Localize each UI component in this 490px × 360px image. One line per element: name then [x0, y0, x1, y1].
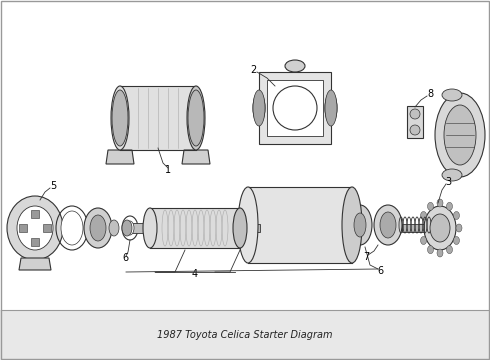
Bar: [31, 210, 39, 218]
Ellipse shape: [342, 187, 362, 263]
Ellipse shape: [437, 249, 443, 257]
Text: 3: 3: [445, 177, 451, 187]
Ellipse shape: [253, 93, 265, 123]
Ellipse shape: [325, 90, 337, 126]
Bar: [248, 187, 352, 263]
Ellipse shape: [238, 187, 258, 263]
Ellipse shape: [444, 105, 476, 165]
Ellipse shape: [189, 100, 203, 136]
Ellipse shape: [122, 220, 132, 236]
Bar: [259, 72, 331, 144]
Ellipse shape: [113, 100, 127, 136]
Polygon shape: [106, 150, 134, 164]
Text: 5: 5: [50, 181, 56, 191]
Ellipse shape: [453, 237, 460, 244]
Ellipse shape: [430, 214, 450, 242]
Ellipse shape: [143, 208, 157, 248]
Ellipse shape: [446, 246, 452, 254]
Ellipse shape: [453, 212, 460, 220]
Text: 6: 6: [122, 253, 128, 263]
Text: 2: 2: [250, 65, 256, 75]
Ellipse shape: [112, 90, 128, 146]
Polygon shape: [182, 150, 210, 164]
Ellipse shape: [187, 86, 205, 150]
Ellipse shape: [420, 212, 427, 220]
Text: 1: 1: [165, 165, 171, 175]
Ellipse shape: [273, 86, 317, 130]
Ellipse shape: [17, 206, 53, 250]
Ellipse shape: [374, 205, 402, 245]
Ellipse shape: [61, 211, 83, 245]
Ellipse shape: [427, 246, 434, 254]
Ellipse shape: [84, 208, 112, 248]
Text: 6: 6: [377, 266, 383, 276]
Ellipse shape: [431, 221, 439, 229]
Ellipse shape: [188, 90, 204, 146]
Ellipse shape: [442, 89, 462, 101]
Bar: [19, 224, 27, 232]
Bar: [123, 223, 153, 233]
Ellipse shape: [424, 206, 456, 250]
Ellipse shape: [410, 109, 420, 119]
Ellipse shape: [427, 202, 434, 210]
Text: 7: 7: [363, 252, 369, 262]
Bar: [0, 310, 490, 360]
Bar: [407, 106, 423, 138]
Text: 1987 Toyota Celica Starter Diagram: 1987 Toyota Celica Starter Diagram: [157, 330, 333, 340]
Ellipse shape: [435, 93, 485, 177]
Ellipse shape: [253, 90, 265, 126]
Ellipse shape: [111, 86, 129, 150]
Ellipse shape: [325, 93, 337, 123]
Ellipse shape: [420, 237, 427, 244]
Bar: [402, 224, 424, 232]
Bar: [120, 86, 196, 150]
Text: 8: 8: [427, 89, 433, 99]
Ellipse shape: [7, 196, 63, 260]
Ellipse shape: [126, 221, 134, 235]
Bar: [31, 238, 39, 246]
Ellipse shape: [418, 224, 424, 232]
Ellipse shape: [109, 220, 119, 236]
Ellipse shape: [446, 202, 452, 210]
Polygon shape: [19, 258, 51, 270]
Bar: [240, 224, 260, 232]
Ellipse shape: [442, 169, 462, 181]
Ellipse shape: [348, 205, 372, 245]
Ellipse shape: [354, 213, 366, 237]
Bar: [267, 80, 323, 136]
Ellipse shape: [90, 215, 106, 241]
Ellipse shape: [410, 125, 420, 135]
Bar: [43, 224, 51, 232]
Text: 4: 4: [192, 269, 198, 279]
Ellipse shape: [456, 224, 462, 232]
Ellipse shape: [437, 199, 443, 207]
Bar: [150, 208, 240, 248]
Ellipse shape: [285, 60, 305, 72]
Ellipse shape: [380, 212, 396, 238]
Ellipse shape: [233, 208, 247, 248]
